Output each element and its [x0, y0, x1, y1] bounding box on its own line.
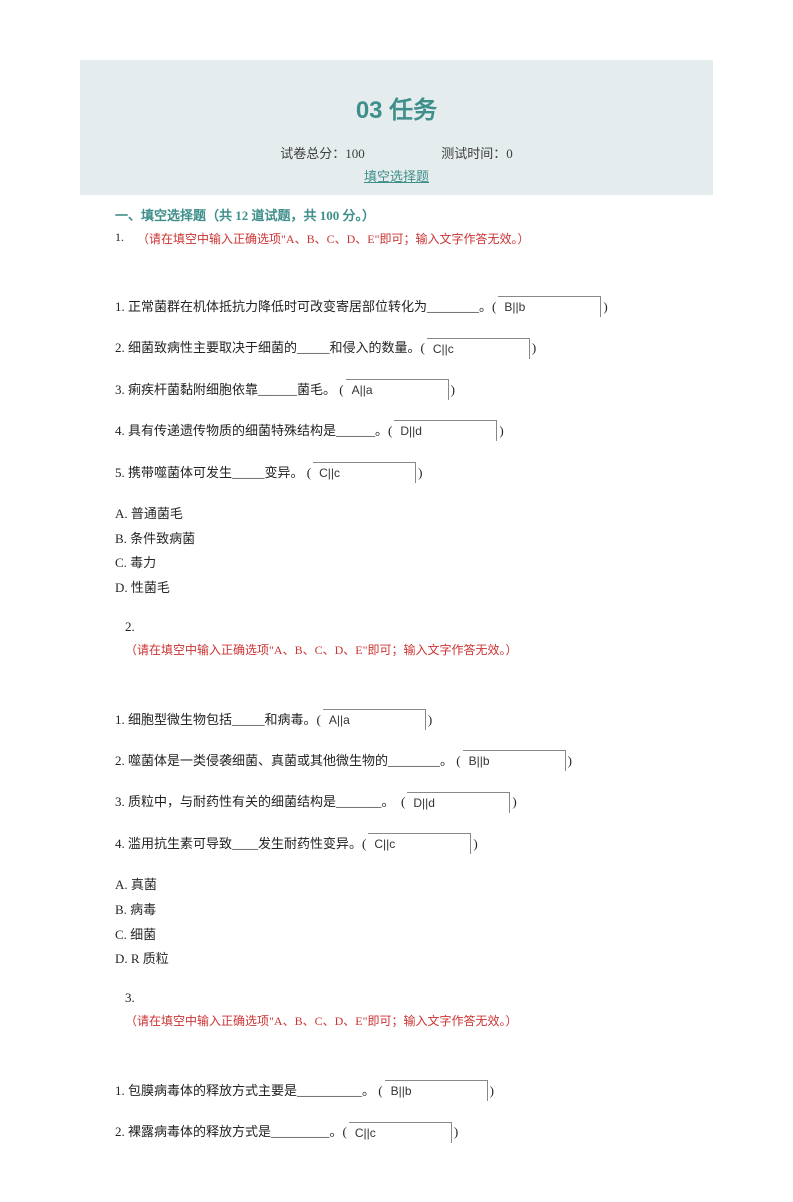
header-block: 03 任务 试卷总分：100 测试时间：0 填空选择题 — [80, 60, 713, 195]
answer-box[interactable]: A||a — [346, 379, 449, 400]
question-header: 1. （请在填空中输入正确选项"A、B、C、D、E"即可；输入文字作答无效。） — [115, 230, 698, 247]
fill-item: 1. 包膜病毒体的释放方式主要是__________。 (B||b) — [115, 1079, 698, 1102]
item-post-text: ) — [568, 749, 572, 772]
question-header: 2. （请在填空中输入正确选项"A、B、C、D、E"即可；输入文字作答无效。） — [125, 619, 698, 658]
question-header: 3. （请在填空中输入正确选项"A、B、C、D、E"即可；输入文字作答无效。） — [125, 990, 698, 1029]
item-pre-text: 4. 滥用抗生素可导致____发生耐药性变异。( — [115, 832, 366, 855]
answer-box[interactable]: B||b — [385, 1080, 488, 1101]
hint-text: （请在填空中输入正确选项"A、B、C、D、E"即可；输入文字作答无效。） — [125, 643, 517, 657]
fill-item: 4. 具有传递遗传物质的细菌特殊结构是______。(D||d) — [115, 419, 698, 442]
item-post-text: ) — [490, 1079, 494, 1102]
fill-item: 3. 痢疾杆菌黏附细胞依靠______菌毛。 (A||a) — [115, 378, 698, 401]
question-number: 1. — [115, 230, 124, 245]
option-line: C. 细菌 — [115, 923, 698, 948]
option-line: B. 病毒 — [115, 898, 698, 923]
fill-item: 3. 质粒中，与耐药性有关的细菌结构是_______。 (D||d) — [115, 790, 698, 813]
item-pre-text: 3. 痢疾杆菌黏附细胞依靠______菌毛。 ( — [115, 378, 344, 401]
item-post-text: ) — [473, 832, 477, 855]
option-line: C. 毒力 — [115, 551, 698, 576]
time-label: 测试时间： — [441, 146, 506, 161]
answer-box[interactable]: B||b — [463, 750, 566, 771]
option-line: D. R 质粒 — [115, 947, 698, 972]
question-number: 2. — [125, 619, 698, 635]
fill-item: 2. 噬菌体是一类侵袭细菌、真菌或其他微生物的________。 (B||b) — [115, 749, 698, 772]
item-pre-text: 2. 裸露病毒体的释放方式是_________。( — [115, 1120, 347, 1143]
time-value: 0 — [506, 146, 513, 161]
score-label: 试卷总分： — [280, 146, 345, 161]
option-line: A. 普通菌毛 — [115, 502, 698, 527]
item-post-text: ) — [603, 295, 607, 318]
page-title: 03 任务 — [80, 90, 713, 125]
options-block: A. 普通菌毛B. 条件致病菌C. 毒力D. 性菌毛 — [115, 502, 698, 601]
item-post-text: ) — [418, 461, 422, 484]
fill-item: 2. 细菌致病性主要取决于细菌的_____和侵入的数量。(C||c) — [115, 336, 698, 359]
answer-box[interactable]: C||c — [313, 462, 416, 483]
fill-item: 2. 裸露病毒体的释放方式是_________。(C||c) — [115, 1120, 698, 1143]
item-pre-text: 3. 质粒中，与耐药性有关的细菌结构是_______。 ( — [115, 790, 405, 813]
item-pre-text: 4. 具有传递遗传物质的细菌特殊结构是______。( — [115, 419, 392, 442]
fill-item: 1. 细胞型微生物包括_____和病毒。(A||a) — [115, 708, 698, 731]
option-line: B. 条件致病菌 — [115, 527, 698, 552]
item-pre-text: 2. 噬菌体是一类侵袭细菌、真菌或其他微生物的________。 ( — [115, 749, 461, 772]
item-pre-text: 2. 细菌致病性主要取决于细菌的_____和侵入的数量。( — [115, 336, 425, 359]
answer-box[interactable]: C||c — [349, 1122, 452, 1143]
answer-box[interactable]: C||c — [368, 833, 471, 854]
item-post-text: ) — [499, 419, 503, 442]
score-value: 100 — [345, 146, 365, 161]
item-pre-text: 1. 细胞型微生物包括_____和病毒。( — [115, 708, 321, 731]
item-post-text: ) — [454, 1120, 458, 1143]
answer-box[interactable]: D||d — [394, 420, 497, 441]
section-link[interactable]: 填空选择题 — [80, 166, 713, 185]
meta-row: 试卷总分：100 测试时间：0 — [80, 143, 713, 162]
item-pre-text: 1. 包膜病毒体的释放方式主要是__________。 ( — [115, 1079, 383, 1102]
answer-box[interactable]: D||d — [407, 792, 510, 813]
option-line: A. 真菌 — [115, 873, 698, 898]
fill-item: 5. 携带噬菌体可发生_____变异。 (C||c) — [115, 461, 698, 484]
hint-text: （请在填空中输入正确选项"A、B、C、D、E"即可；输入文字作答无效。） — [125, 1014, 517, 1028]
question-number: 3. — [125, 990, 698, 1006]
hint-text: （请在填空中输入正确选项"A、B、C、D、E"即可；输入文字作答无效。） — [134, 232, 529, 246]
item-post-text: ) — [532, 336, 536, 359]
answer-box[interactable]: C||c — [427, 338, 530, 359]
fill-item: 1. 正常菌群在机体抵抗力降低时可改变寄居部位转化为________。(B||b… — [115, 295, 698, 318]
answer-box[interactable]: B||b — [498, 296, 601, 317]
options-block: A. 真菌B. 病毒C. 细菌D. R 质粒 — [115, 873, 698, 972]
item-post-text: ) — [428, 708, 432, 731]
item-post-text: ) — [451, 378, 455, 401]
item-post-text: ) — [512, 790, 516, 813]
option-line: D. 性菌毛 — [115, 576, 698, 601]
item-pre-text: 1. 正常菌群在机体抵抗力降低时可改变寄居部位转化为________。( — [115, 295, 496, 318]
item-pre-text: 5. 携带噬菌体可发生_____变异。 ( — [115, 461, 311, 484]
section-heading: 一、填空选择题（共 12 道试题，共 100 分。） — [115, 205, 698, 224]
fill-item: 4. 滥用抗生素可导致____发生耐药性变异。(C||c) — [115, 832, 698, 855]
answer-box[interactable]: A||a — [323, 709, 426, 730]
